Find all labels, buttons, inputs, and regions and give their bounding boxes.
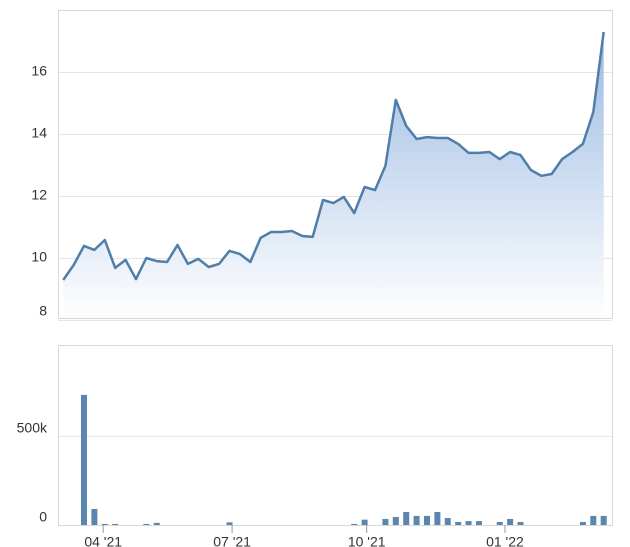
volume-bar <box>153 522 160 525</box>
volume-bar <box>91 508 98 525</box>
volume-bar <box>600 515 607 525</box>
volume-bar <box>465 521 472 525</box>
y-tick-label: 8 <box>39 303 47 319</box>
volume-bar <box>101 523 108 525</box>
volume-bar <box>112 523 119 525</box>
volume-bar <box>143 523 150 525</box>
volume-bar <box>455 521 462 525</box>
volume-bar <box>444 518 451 525</box>
y-tick-label: 10 <box>31 249 47 265</box>
volume-bar <box>403 511 410 525</box>
volume-bar <box>475 521 482 525</box>
x-tick-label: 10 '21 <box>348 534 386 547</box>
volume-bar <box>226 522 233 525</box>
volume-frame <box>58 345 613 526</box>
volume-bar <box>434 511 441 525</box>
volume-bar <box>579 521 586 525</box>
y-tick-label: 16 <box>31 63 47 79</box>
price-frame <box>58 10 613 319</box>
x-tick-label: 04 '21 <box>84 534 122 547</box>
y-tick-label: 500k <box>17 420 48 436</box>
volume-bar <box>423 515 430 525</box>
y-tick-label: 14 <box>31 125 47 141</box>
volume-bar <box>517 521 524 525</box>
volume-bar <box>361 519 368 525</box>
volume-bar <box>382 518 389 525</box>
area-fill <box>63 32 604 320</box>
y-tick-label: 0 <box>39 509 47 525</box>
mark-layer <box>62 31 607 525</box>
volume-bar <box>507 518 514 525</box>
volume-bar <box>413 515 420 525</box>
y-tick-label: 12 <box>31 187 47 203</box>
x-tick-label: 01 '22 <box>486 534 524 547</box>
volume-bar <box>392 516 399 525</box>
volume-bar <box>80 394 87 525</box>
volume-bar <box>351 523 358 525</box>
x-tick-label: 07 '21 <box>213 534 251 547</box>
price-line <box>62 31 605 281</box>
volume-bar <box>496 521 503 525</box>
volume-bar <box>590 515 597 525</box>
